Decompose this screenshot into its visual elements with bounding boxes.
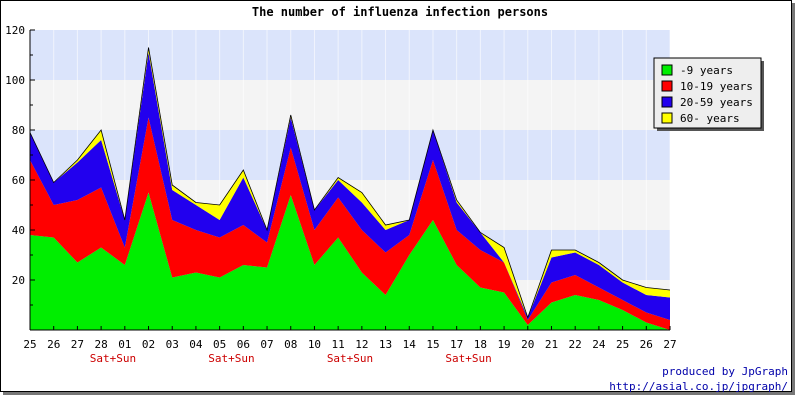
plot-band: [30, 80, 670, 130]
legend: -9 years 10-19 years 20-59 years 60- years: [653, 57, 764, 131]
credit-produced-by: produced by JpGraph: [662, 365, 788, 378]
y-tick-label: 60: [12, 174, 25, 187]
x-tick-label: 18: [474, 338, 487, 351]
plot-band: [30, 130, 670, 180]
total-outline: [29, 47, 671, 319]
x-tick-label: 26: [640, 338, 653, 351]
legend-label-0: -9 years: [680, 64, 733, 77]
legend-swatch-1: [661, 80, 673, 92]
x-tick-label: 26: [47, 338, 60, 351]
axes: 20 40 60 80 100 120 25 26 27 28 01 02 03 04 05 06 07 08 10…: [5, 24, 677, 365]
legend-swatch-3: [661, 112, 673, 124]
x-tick-label: 27: [71, 338, 84, 351]
legend-swatch-0: [661, 64, 673, 76]
x-tick-label: 10: [308, 338, 321, 351]
credit-url[interactable]: http://asial.co.jp/jpgraph/: [609, 380, 788, 393]
x-tick-label: 05: [213, 338, 226, 351]
series-area-1: [30, 117, 670, 330]
y-tick-label: 40: [12, 224, 25, 237]
x-tick-label: 25: [23, 338, 36, 351]
chart-title: The number of influenza infection person…: [252, 5, 548, 19]
x-tick-label: 04: [189, 338, 203, 351]
weekend-label: Sat+Sun: [327, 352, 373, 365]
x-tick-label: 13: [379, 338, 392, 351]
y-tick-label: 100: [5, 74, 25, 87]
x-tick-label: 27: [663, 338, 676, 351]
x-tick-label: 22: [569, 338, 582, 351]
x-tick-label: 08: [284, 338, 297, 351]
plot-band: [30, 30, 670, 80]
weekend-label: Sat+Sun: [90, 352, 136, 365]
x-tick-label: 01: [118, 338, 131, 351]
stacked-areas: [29, 47, 671, 330]
x-tick-label: 02: [142, 338, 155, 351]
x-tick-label: 17: [450, 338, 463, 351]
weekend-label: Sat+Sun: [208, 352, 254, 365]
x-tick-label: 25: [616, 338, 629, 351]
x-tick-label: 28: [94, 338, 107, 351]
x-tick-label: 03: [166, 338, 179, 351]
y-tick-label: 80: [12, 124, 25, 137]
series-area-0: [30, 192, 670, 330]
legend-swatch-2: [661, 96, 673, 108]
x-tick-label: 07: [260, 338, 273, 351]
x-tick-label: 14: [403, 338, 417, 351]
x-tick-label: 12: [355, 338, 368, 351]
y-tick-label: 20: [12, 274, 25, 287]
x-tick-label: 06: [237, 338, 250, 351]
x-tick-label: 20: [521, 338, 534, 351]
x-tick-label: 11: [332, 338, 345, 351]
legend-label-1: 10-19 years: [680, 80, 753, 93]
x-tick-label: 21: [545, 338, 558, 351]
y-tick-label: 120: [5, 24, 25, 37]
legend-label-2: 20-59 years: [680, 96, 753, 109]
weekend-label: Sat+Sun: [445, 352, 491, 365]
x-tick-label: 15: [426, 338, 439, 351]
x-tick-label: 19: [497, 338, 510, 351]
x-tick-label: 24: [592, 338, 606, 351]
legend-label-3: 60- years: [680, 112, 740, 125]
